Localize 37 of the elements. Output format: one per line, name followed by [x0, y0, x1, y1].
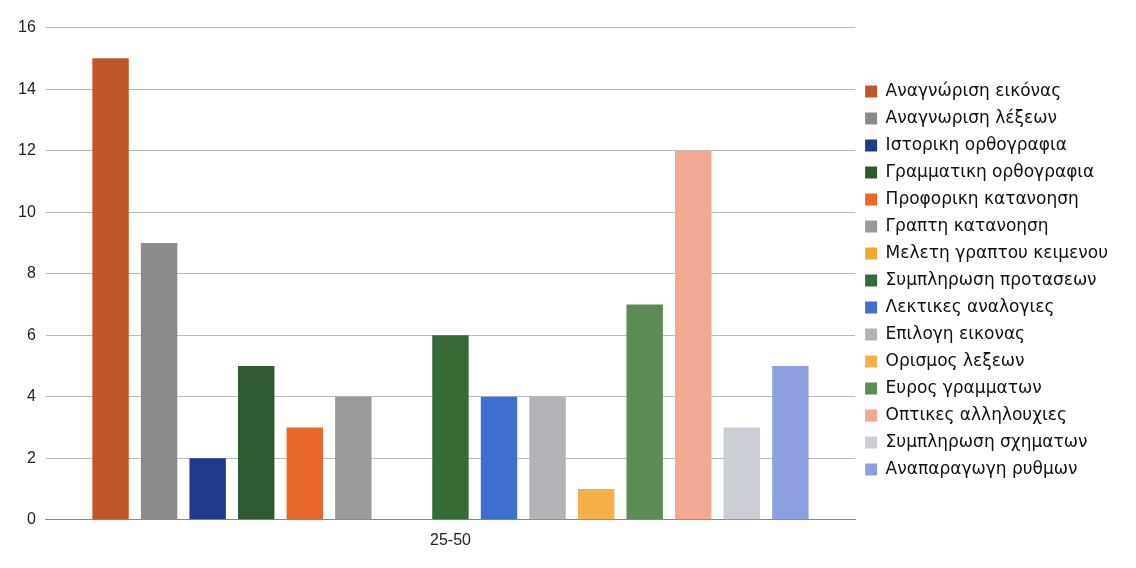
legend-label: Προφορικη κατανοηση: [885, 187, 1079, 208]
legend-label: Αναπαραγωγη ρυθμων: [885, 457, 1078, 478]
y-tick-label: 0: [26, 510, 36, 528]
y-tick-label: 4: [26, 387, 36, 405]
y-tick-label: 6: [26, 325, 36, 343]
legend-label: Λεκτικες αναλογιες: [885, 295, 1055, 316]
legend-label: Συμπληρωση προτασεων: [885, 268, 1097, 289]
bar: [480, 396, 518, 520]
legend-label: Ιστορικη ορθογραφια: [885, 133, 1067, 154]
bar: [577, 489, 615, 520]
y-tick-label: 8: [26, 264, 36, 282]
bar: [238, 365, 275, 520]
y-tick-label: 14: [18, 79, 36, 97]
y-tick-label: 2: [26, 448, 36, 466]
legend-label: Ορισμος λεξεων: [885, 349, 1025, 370]
legend-label: Επιλογη εικονας: [885, 322, 1026, 343]
legend-label: Γραπτη κατανοηση: [885, 214, 1049, 235]
bar: [772, 365, 809, 520]
bar: [432, 335, 469, 520]
y-tick-label: 16: [18, 18, 36, 36]
y-tick-label: 10: [18, 202, 36, 220]
legend-label: Ευρος γραμματων: [885, 376, 1042, 397]
x-tick-label: 25-50: [429, 530, 472, 548]
bar: [286, 427, 323, 520]
bar: [723, 427, 761, 520]
bar: [335, 396, 372, 520]
legend-label: Αναγνώριση εικόνας: [885, 79, 1062, 100]
legend-label: Μελετη γραπτου κειμενου: [885, 241, 1108, 262]
legend-label: Οπτικες αλληλουχιες: [885, 403, 1067, 424]
legend-label: Γραμματικη ορθογραφια: [885, 160, 1095, 181]
y-tick-label: 12: [18, 141, 36, 159]
bar: [92, 58, 129, 520]
bar: [189, 458, 226, 520]
bar: [675, 150, 712, 520]
bar: [626, 304, 663, 520]
legend-label: Συμπληρωση σχηματων: [885, 430, 1088, 451]
legend-label: Αναγνωριση λέξεων: [885, 106, 1057, 127]
